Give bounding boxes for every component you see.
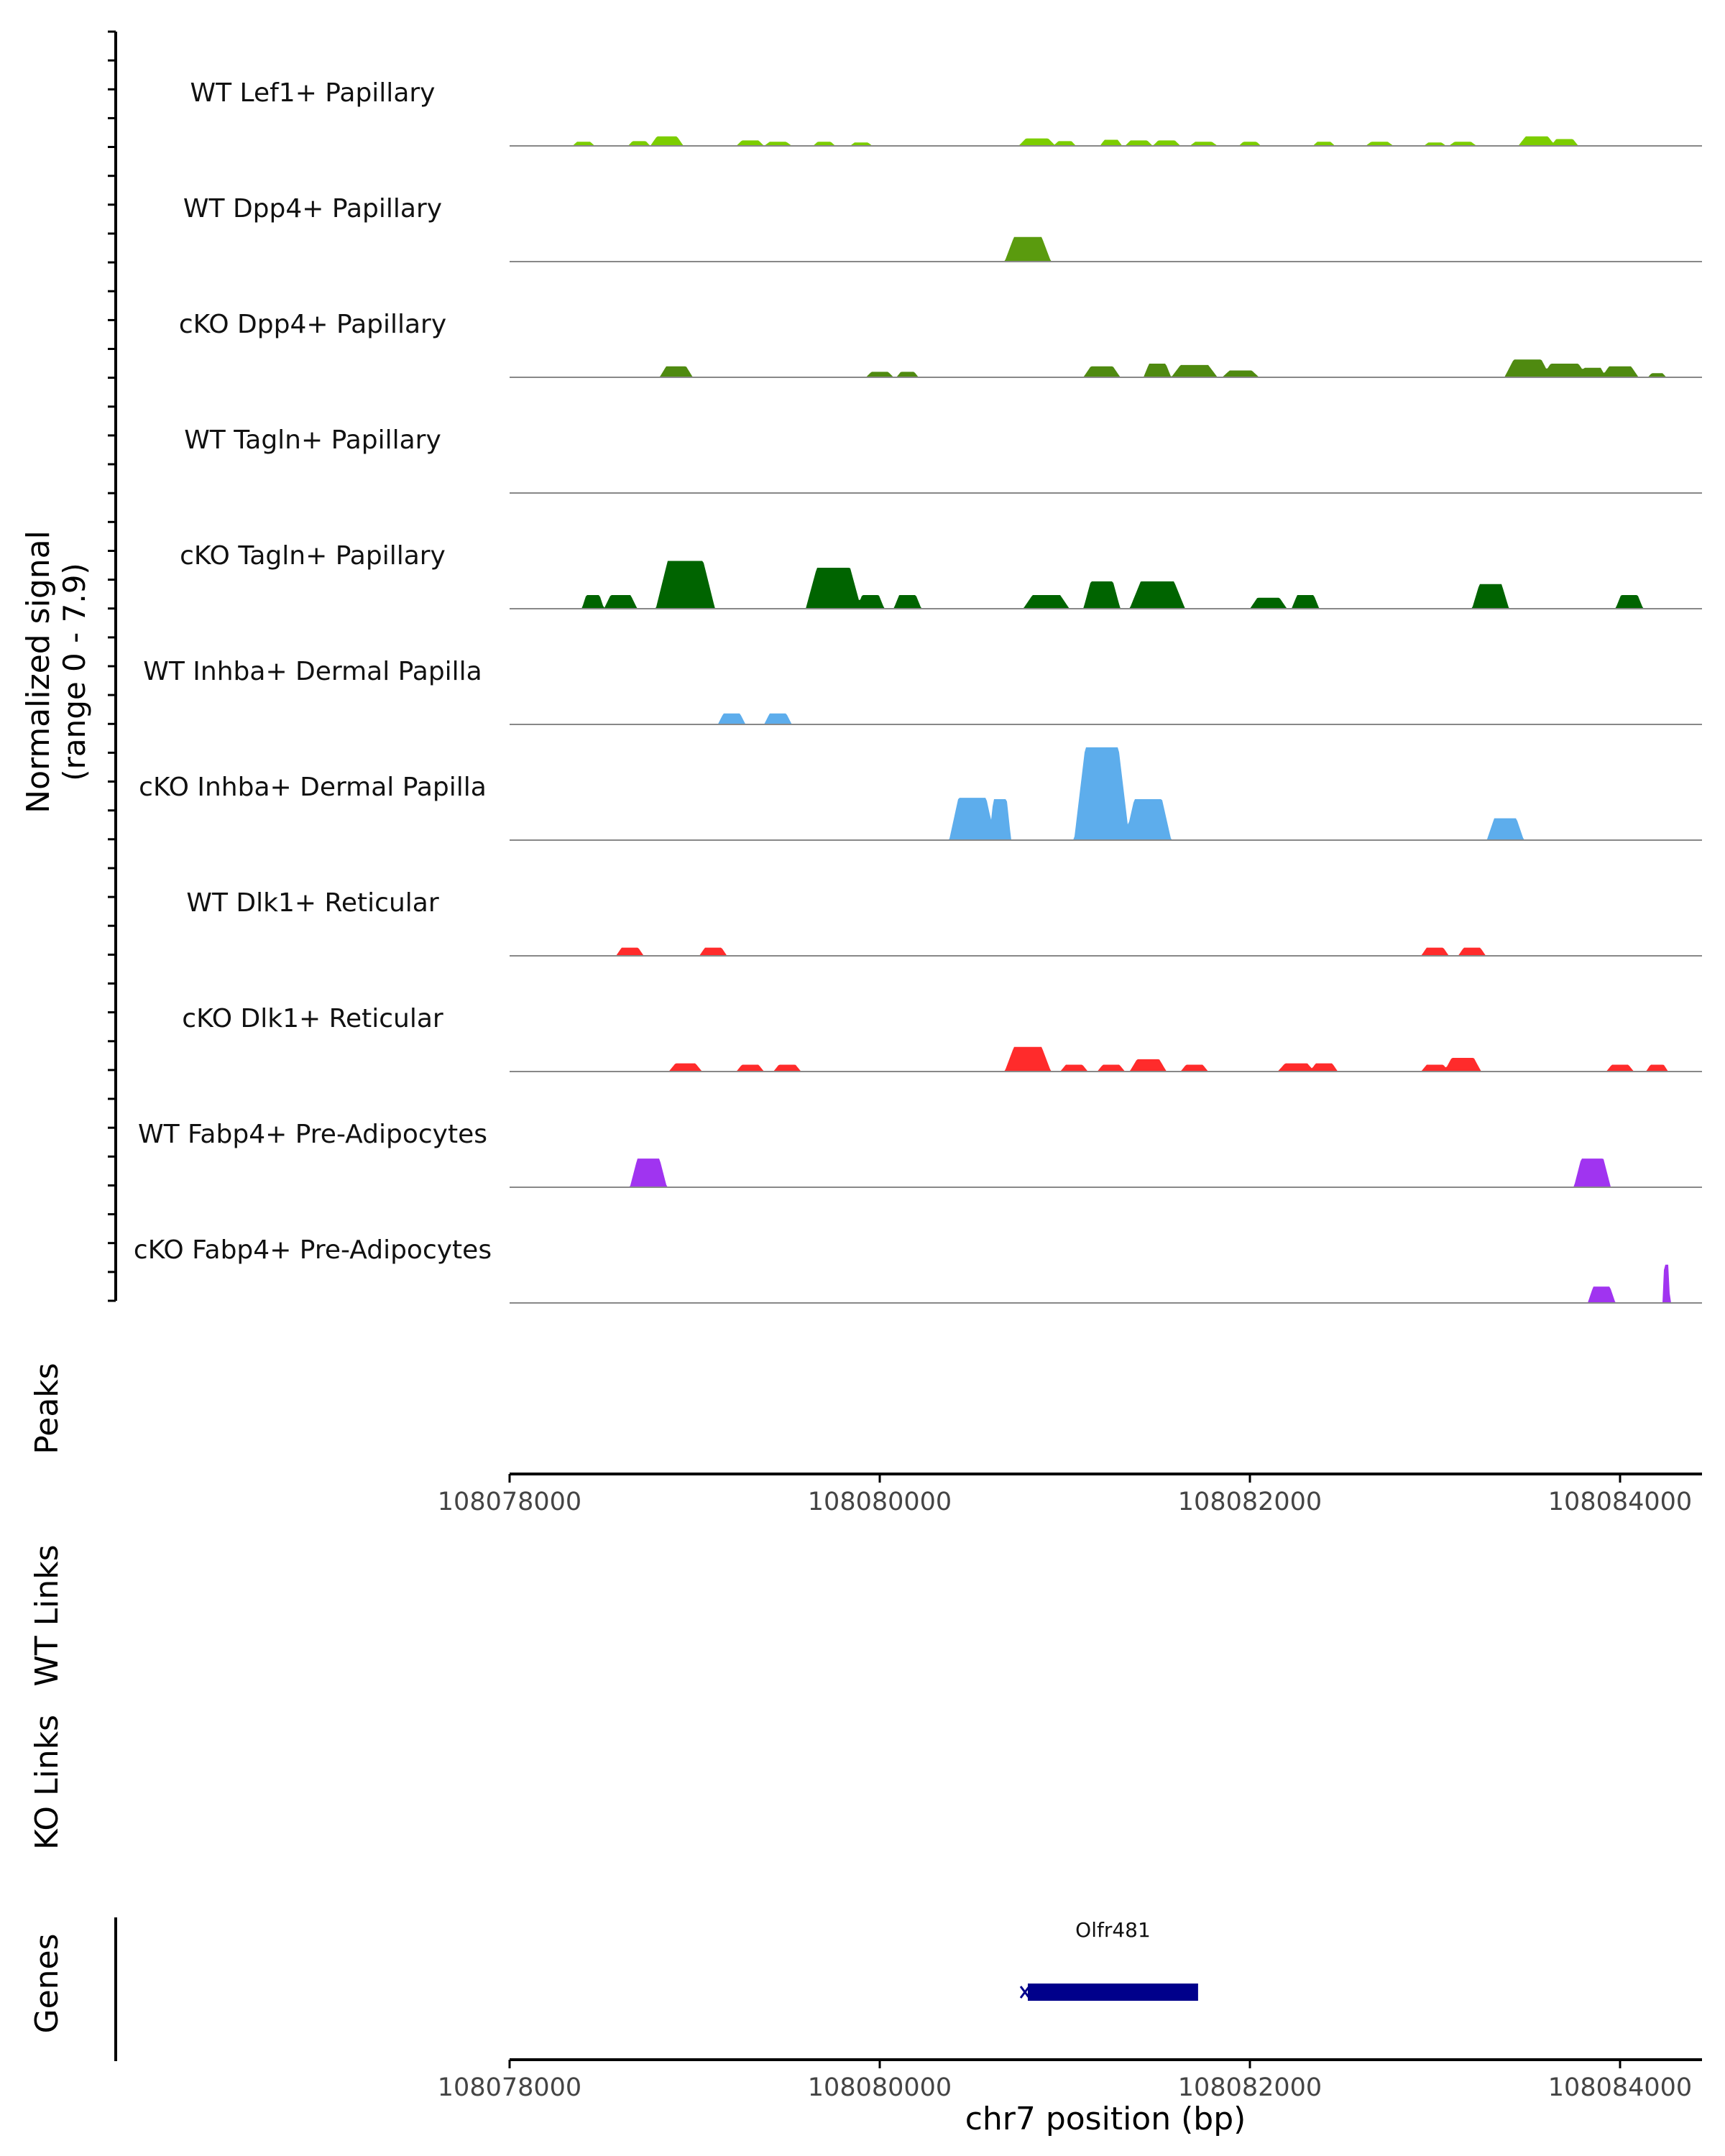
gene-olfr481: Olfr481 [1019, 1918, 1198, 2001]
coverage-area [510, 747, 1702, 840]
y-axis-label-line1: Normalized signal [20, 530, 57, 814]
strand-marker [1019, 1986, 1031, 1999]
track-label: cKO Dlk1+ Reticular [182, 1004, 443, 1033]
y-axis-label-range: (range 0 - 7.9) [57, 563, 92, 781]
y-axis-label: Normalized signal [20, 530, 57, 814]
x-tick-label: 108082000 [1178, 2073, 1322, 2102]
coverage-area [510, 561, 1702, 609]
gene-body [1028, 1984, 1198, 2001]
track-label: WT Fabp4+ Pre-Adipocytes [138, 1120, 487, 1149]
track-label: WT Dlk1+ Reticular [186, 888, 438, 918]
coverage-area [510, 947, 1702, 956]
x-axis-top: 108078000 108080000 108082000 108084000 [438, 1474, 1692, 1516]
coverage-area [510, 1046, 1702, 1072]
x-axis-bottom: 108078000 108080000 108082000 108084000 [438, 2060, 1692, 2102]
gene-name-label: Olfr481 [1075, 1918, 1151, 1942]
ko-links-label: KO Links [29, 1715, 65, 1850]
track-label: cKO Tagln+ Papillary [180, 541, 446, 571]
x-tick-label: 108084000 [1548, 2073, 1692, 2102]
track-4: cKO Tagln+ Papillary [180, 541, 1702, 609]
coverage-area [510, 136, 1702, 146]
coverage-area [510, 1158, 1702, 1187]
track-5: WT Inhba+ Dermal Papilla [143, 657, 1702, 725]
coverage-tracks: WT Lef1+ Papillary WT Dpp4+ Papillary cKO … [134, 78, 1702, 1304]
x-tick-label: 108078000 [438, 1488, 581, 1516]
x-tick-label: 108080000 [808, 1488, 952, 1516]
coverage-area [510, 713, 1702, 724]
wt-links-label: WT Links [29, 1544, 65, 1686]
track-2: cKO Dpp4+ Papillary [179, 310, 1702, 378]
x-tick-label: 108080000 [808, 2073, 952, 2102]
x-tick-label: 108084000 [1548, 1488, 1692, 1516]
track-8: cKO Dlk1+ Reticular [182, 1004, 1702, 1072]
track-1: WT Dpp4+ Papillary [183, 194, 1702, 262]
genes-track-label: Genes [29, 1933, 65, 2033]
x-tick-label: 108078000 [438, 2073, 581, 2102]
track-7: WT Dlk1+ Reticular [186, 888, 1702, 957]
track-6: cKO Inhba+ Dermal Papilla [139, 747, 1702, 841]
peaks-track-label: Peaks [29, 1363, 65, 1454]
coverage-area [510, 1264, 1702, 1303]
coverage-area [510, 359, 1702, 377]
track-label: WT Tagln+ Papillary [184, 425, 441, 455]
track-3: WT Tagln+ Papillary [184, 425, 1702, 494]
coverage-area [510, 236, 1702, 262]
track-0: WT Lef1+ Papillary [190, 78, 1702, 147]
track-label: WT Lef1+ Papillary [190, 78, 436, 108]
track-label: WT Dpp4+ Papillary [183, 194, 442, 224]
x-axis-label: chr7 position (bp) [965, 2101, 1246, 2137]
coverage-y-ticks [108, 30, 116, 1302]
track-label: cKO Dpp4+ Papillary [179, 310, 446, 339]
track-label: cKO Inhba+ Dermal Papilla [139, 773, 487, 802]
track-10: cKO Fabp4+ Pre-Adipocytes [134, 1235, 1702, 1304]
track-9: WT Fabp4+ Pre-Adipocytes [138, 1120, 1702, 1188]
track-label: cKO Fabp4+ Pre-Adipocytes [134, 1235, 492, 1265]
track-label: WT Inhba+ Dermal Papilla [143, 657, 482, 686]
x-tick-label: 108082000 [1178, 1488, 1322, 1516]
